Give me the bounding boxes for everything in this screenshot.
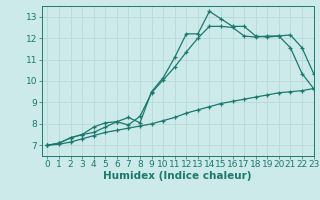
X-axis label: Humidex (Indice chaleur): Humidex (Indice chaleur) [103,171,252,181]
